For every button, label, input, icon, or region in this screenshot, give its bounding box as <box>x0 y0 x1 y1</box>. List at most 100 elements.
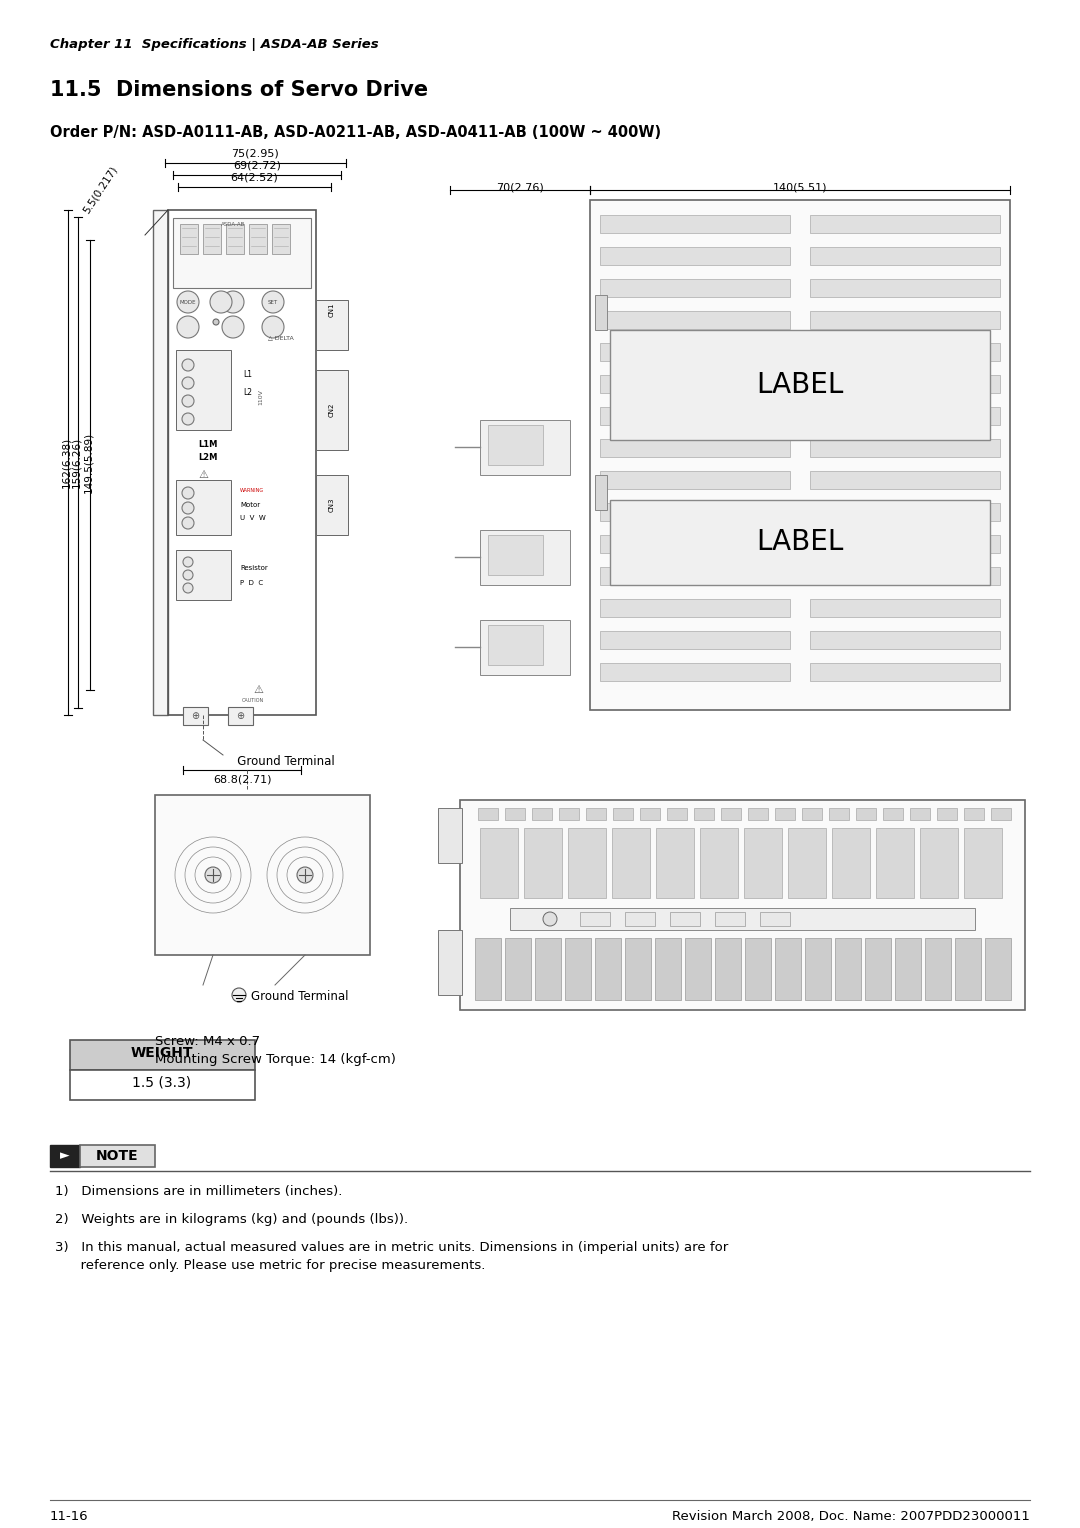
Bar <box>805 938 831 999</box>
Text: 149.5(5.89): 149.5(5.89) <box>83 431 93 492</box>
Bar <box>316 299 348 350</box>
Text: 70(2.76): 70(2.76) <box>496 182 544 193</box>
Text: Resistor: Resistor <box>240 565 268 571</box>
Bar <box>924 938 951 999</box>
Text: 140(5.51): 140(5.51) <box>773 182 827 193</box>
Bar <box>532 808 552 821</box>
Bar <box>670 912 700 926</box>
Circle shape <box>262 290 284 313</box>
Text: 3)   In this manual, actual measured values are in metric units. Dimensions in (: 3) In this manual, actual measured value… <box>55 1241 728 1254</box>
Bar <box>600 215 789 232</box>
Bar <box>568 828 606 898</box>
Bar <box>612 828 650 898</box>
Bar <box>810 439 1000 457</box>
Circle shape <box>183 377 194 390</box>
Bar <box>180 225 198 254</box>
Bar <box>600 663 789 681</box>
Bar <box>964 828 1002 898</box>
Bar <box>810 248 1000 264</box>
Bar <box>438 931 462 995</box>
Bar <box>810 342 1000 361</box>
Bar <box>475 938 501 999</box>
Bar <box>920 828 958 898</box>
Text: 1.5 (3.3): 1.5 (3.3) <box>133 1076 191 1089</box>
Circle shape <box>183 503 194 513</box>
Bar <box>760 912 789 926</box>
Bar <box>176 480 231 535</box>
Bar <box>810 599 1000 617</box>
Bar <box>316 370 348 451</box>
Text: Chapter 11  Specifications | ASDA-AB Series: Chapter 11 Specifications | ASDA-AB Seri… <box>50 38 379 50</box>
Text: 68.8(2.71): 68.8(2.71) <box>213 775 271 785</box>
Bar <box>600 374 789 393</box>
Circle shape <box>183 558 193 567</box>
Text: 159(6.26): 159(6.26) <box>71 437 81 487</box>
Bar <box>480 420 570 475</box>
Circle shape <box>210 290 232 313</box>
Text: L1: L1 <box>243 370 252 379</box>
Bar <box>700 828 738 898</box>
Text: 162(6.38): 162(6.38) <box>60 437 71 487</box>
Circle shape <box>183 413 194 425</box>
Bar <box>600 599 789 617</box>
Bar <box>488 425 543 465</box>
Text: Ground Terminal: Ground Terminal <box>251 990 349 1002</box>
Text: LABEL: LABEL <box>756 371 843 399</box>
Bar <box>600 406 789 425</box>
Text: Revision March 2008, Doc. Name: 2007PDD23000011: Revision March 2008, Doc. Name: 2007PDD2… <box>672 1510 1030 1523</box>
Bar <box>600 280 789 296</box>
Bar <box>272 225 291 254</box>
Bar <box>586 808 606 821</box>
Text: Motor: Motor <box>240 503 260 507</box>
Bar <box>876 828 914 898</box>
Bar <box>667 808 687 821</box>
Bar <box>810 312 1000 329</box>
Circle shape <box>213 319 219 325</box>
Bar <box>810 535 1000 553</box>
Bar <box>895 938 921 999</box>
Circle shape <box>222 290 244 313</box>
Text: ⊕: ⊕ <box>235 711 244 721</box>
Text: CAUTION: CAUTION <box>242 698 265 703</box>
Bar <box>802 808 822 821</box>
Text: L1M: L1M <box>198 440 217 449</box>
Bar <box>316 475 348 535</box>
Text: WARNING: WARNING <box>240 487 265 494</box>
Text: ►: ► <box>60 1149 70 1163</box>
Circle shape <box>183 570 193 581</box>
Text: MODE: MODE <box>179 299 197 304</box>
Bar <box>510 908 975 931</box>
Bar <box>168 209 316 715</box>
Bar <box>559 808 579 821</box>
Text: 110V: 110V <box>258 390 264 405</box>
Bar <box>173 219 311 287</box>
Text: 11.5  Dimensions of Servo Drive: 11.5 Dimensions of Servo Drive <box>50 79 428 99</box>
Bar <box>50 1144 80 1167</box>
Bar <box>810 567 1000 585</box>
Bar <box>595 938 621 999</box>
Bar <box>810 406 1000 425</box>
Text: CN1: CN1 <box>329 303 335 318</box>
Bar <box>955 938 981 999</box>
Text: P  D  C: P D C <box>240 581 264 587</box>
Bar <box>937 808 957 821</box>
Text: ⚠: ⚠ <box>198 471 208 480</box>
Text: reference only. Please use metric for precise measurements.: reference only. Please use metric for pr… <box>55 1259 485 1271</box>
Circle shape <box>262 316 284 338</box>
Bar <box>835 938 861 999</box>
Bar <box>595 475 607 510</box>
Bar <box>153 209 168 715</box>
Circle shape <box>543 912 557 926</box>
Bar <box>600 312 789 329</box>
Bar <box>744 828 782 898</box>
Circle shape <box>297 866 313 883</box>
Bar <box>721 808 741 821</box>
Bar <box>810 280 1000 296</box>
Circle shape <box>205 866 221 883</box>
Bar <box>183 707 208 724</box>
Bar <box>715 912 745 926</box>
Bar <box>438 808 462 863</box>
Bar <box>991 808 1011 821</box>
Bar <box>535 938 561 999</box>
Text: CN3: CN3 <box>329 498 335 512</box>
